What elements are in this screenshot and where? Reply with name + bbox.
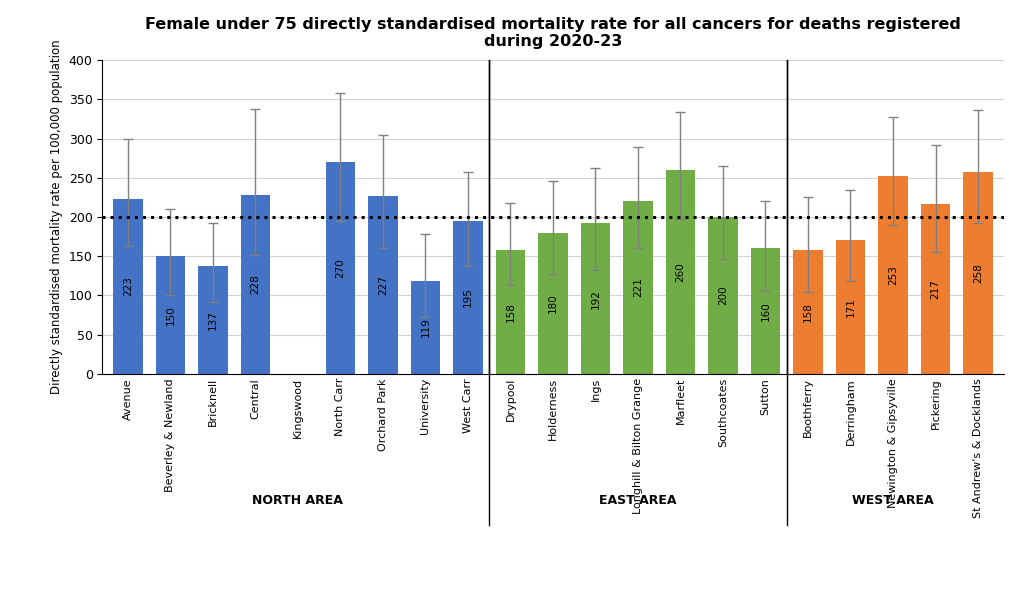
Text: 192: 192 — [591, 289, 600, 309]
Bar — [326, 162, 355, 374]
Bar — [113, 199, 142, 374]
Text: 119: 119 — [421, 317, 430, 337]
Text: EAST AREA: EAST AREA — [599, 494, 677, 507]
Bar — [921, 204, 950, 374]
Bar — [538, 233, 568, 374]
Text: 270: 270 — [336, 258, 345, 278]
Text: 195: 195 — [463, 288, 473, 308]
Text: 150: 150 — [166, 305, 175, 325]
Text: 221: 221 — [633, 277, 643, 297]
Text: WEST AREA: WEST AREA — [852, 494, 934, 507]
Bar — [198, 267, 227, 374]
Text: 158: 158 — [803, 302, 813, 322]
Text: 137: 137 — [208, 310, 218, 330]
Text: NORTH AREA: NORTH AREA — [253, 494, 343, 507]
Text: 260: 260 — [676, 262, 685, 282]
Text: 223: 223 — [123, 277, 133, 297]
Bar — [836, 240, 865, 374]
Text: 217: 217 — [931, 279, 940, 298]
Title: Female under 75 directly standardised mortality rate for all cancers for deaths : Female under 75 directly standardised mo… — [145, 17, 961, 49]
Bar — [709, 217, 738, 374]
Text: 258: 258 — [973, 263, 983, 283]
Bar — [623, 201, 653, 374]
Bar — [581, 223, 610, 374]
Bar — [156, 256, 185, 374]
Bar — [964, 172, 993, 374]
Bar — [496, 250, 525, 374]
Bar — [241, 195, 270, 374]
Text: 160: 160 — [761, 302, 770, 321]
Text: 253: 253 — [888, 265, 898, 285]
Bar — [666, 170, 695, 374]
Bar — [411, 280, 440, 374]
Bar — [879, 175, 908, 374]
Text: 158: 158 — [506, 302, 515, 322]
Bar — [794, 250, 823, 374]
Y-axis label: Directly standardised mortality rate per 100,000 population: Directly standardised mortality rate per… — [50, 40, 63, 394]
Text: 200: 200 — [718, 286, 728, 305]
Text: 171: 171 — [846, 297, 855, 317]
Text: 228: 228 — [251, 274, 260, 294]
Bar — [751, 248, 780, 374]
Bar — [368, 196, 397, 374]
Text: 180: 180 — [548, 294, 558, 313]
Bar — [453, 221, 483, 374]
Text: 227: 227 — [378, 275, 388, 295]
